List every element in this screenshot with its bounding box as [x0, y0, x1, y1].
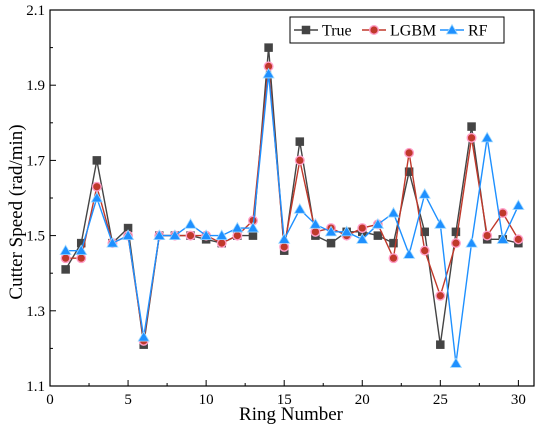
data-point: [75, 244, 88, 256]
y-axis: 1.1 1.3 1.5 1.7 1.9 2.1: [26, 3, 56, 395]
x-tick-label: 25: [433, 392, 448, 408]
series-line: [65, 66, 519, 341]
data-point: [185, 230, 196, 241]
data-point: [264, 43, 273, 52]
data-point: [326, 238, 336, 248]
data-point: [278, 233, 291, 244]
data-point: [388, 253, 399, 264]
data-point: [153, 229, 166, 240]
data-point: [92, 156, 102, 165]
data-point: [294, 155, 305, 166]
data-point: [450, 238, 461, 249]
legend-label: True: [322, 23, 352, 40]
legend-label: RF: [468, 23, 488, 40]
data-point: [467, 122, 476, 131]
data-point: [418, 187, 431, 199]
data-point: [137, 330, 150, 342]
data-point: [480, 131, 494, 143]
data-point: [404, 147, 415, 158]
y-tick-label: 1.5: [26, 229, 45, 245]
data-point: [373, 231, 383, 240]
data-point: [310, 226, 321, 237]
data-point: [512, 199, 525, 210]
data-point: [184, 218, 197, 229]
legend: True LGBM RF: [289, 16, 505, 44]
data-point: [434, 218, 447, 229]
data-point: [419, 245, 430, 256]
x-tick-label: 0: [46, 392, 54, 408]
data-point: [232, 230, 243, 241]
data-point: [246, 221, 260, 233]
y-tick-label: 1.1: [26, 379, 45, 395]
data-point: [482, 230, 493, 241]
data-point: [76, 253, 87, 264]
data-point: [436, 340, 445, 349]
data-point: [215, 229, 228, 240]
data-point: [59, 244, 72, 256]
data-point: [248, 231, 258, 240]
y-tick-label: 2.1: [26, 3, 45, 19]
legend-item: LGBM: [362, 23, 436, 40]
data-point: [324, 225, 338, 237]
y-tick-label: 1.9: [26, 78, 45, 94]
data-point: [279, 241, 290, 252]
y-tick-label: 1.3: [26, 304, 45, 320]
data-point: [340, 225, 353, 237]
data-point: [420, 227, 429, 237]
legend-marker: [301, 25, 311, 35]
x-tick-label: 10: [199, 392, 214, 408]
data-point: [371, 218, 385, 229]
data-point: [262, 67, 275, 79]
data-point: [387, 206, 400, 218]
x-tick-label: 5: [124, 392, 132, 408]
data-point: [356, 233, 369, 244]
series-true: [61, 43, 523, 349]
data-point: [357, 223, 368, 234]
data-point: [60, 253, 71, 264]
data-point: [90, 191, 104, 203]
data-point: [513, 234, 524, 245]
data-point: [295, 137, 305, 146]
legend-item: True: [294, 23, 352, 40]
data-point: [106, 236, 119, 248]
legend-box: [289, 16, 505, 44]
data-point: [466, 132, 477, 143]
legend-item: RF: [440, 23, 488, 40]
series-line: [65, 73, 520, 364]
data-point: [91, 181, 102, 192]
legend-label: LGBM: [390, 23, 436, 40]
x-tick-label: 20: [355, 392, 370, 408]
data-point: [231, 221, 244, 233]
data-point: [168, 229, 182, 240]
series-rf: [59, 67, 525, 368]
x-axis-title: Ring Number: [239, 404, 344, 425]
data-point: [451, 227, 461, 237]
series-lgbm: [60, 61, 524, 346]
data-point: [404, 167, 414, 176]
data-point: [389, 238, 398, 248]
series-line: [65, 47, 519, 345]
data-point: [309, 218, 322, 229]
data-point: [435, 290, 446, 301]
legend-marker: [445, 23, 459, 35]
data-point: [61, 265, 70, 274]
x-tick-label: 15: [277, 392, 292, 408]
data-point: [199, 229, 213, 240]
legend-marker: [369, 25, 380, 36]
y-tick-label: 1.7: [26, 153, 45, 169]
data-point: [216, 238, 227, 249]
data-point: [465, 236, 478, 248]
x-axis: 0 5 10 15 20 25 30: [46, 380, 526, 408]
x-tick-label: 30: [511, 392, 526, 408]
data-point: [293, 202, 306, 214]
data-point: [496, 233, 509, 244]
data-point: [402, 248, 416, 259]
data-point: [121, 229, 135, 240]
y-axis-title: Cutter Speed (rad/min): [6, 124, 27, 299]
data-point: [449, 357, 463, 368]
